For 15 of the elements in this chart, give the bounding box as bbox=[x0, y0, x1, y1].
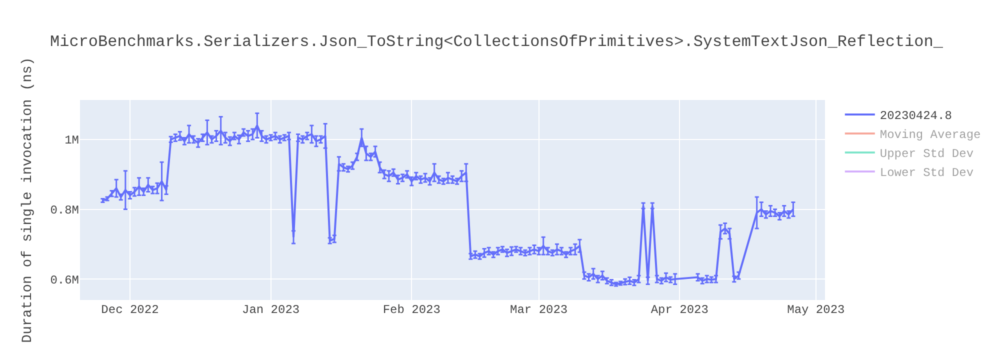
legend-label: 20230424.8 bbox=[880, 109, 952, 124]
y-tick-label: 0.8M bbox=[50, 203, 79, 218]
y-tick-label: 0.6M bbox=[50, 273, 79, 288]
x-tick-label: May 2023 bbox=[787, 303, 845, 317]
x-tick-label: Jan 2023 bbox=[242, 303, 300, 317]
legend-label: Lower Std Dev bbox=[880, 166, 974, 180]
legend-label: Moving Average bbox=[880, 128, 981, 142]
y-tick-label: 1M bbox=[64, 134, 79, 148]
x-tick-label: Apr 2023 bbox=[650, 303, 708, 317]
x-tick-label: Mar 2023 bbox=[510, 303, 568, 317]
x-tick-label: Dec 2022 bbox=[101, 303, 159, 317]
x-tick-label: Feb 2023 bbox=[382, 303, 440, 317]
chart-title: MicroBenchmarks.Serializers.Json_ToString<CollectionsOfPrimitives>.SystemTextJson_Reflection_ bbox=[50, 33, 944, 52]
y-axis-title: Duration of single invocation (ns) bbox=[20, 57, 36, 343]
legend-label: Upper Std Dev bbox=[880, 147, 974, 162]
